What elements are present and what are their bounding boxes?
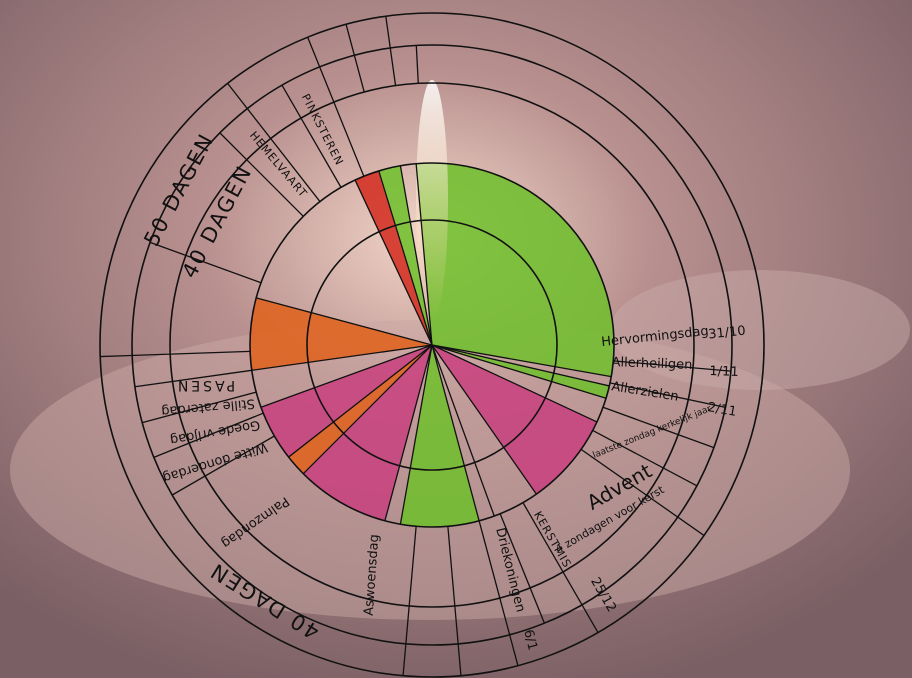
spoke xyxy=(415,163,433,346)
spoke xyxy=(399,165,433,346)
spoke xyxy=(399,344,433,525)
spoke xyxy=(431,344,612,378)
spoke xyxy=(251,344,433,371)
spoke xyxy=(384,344,433,521)
spoke xyxy=(431,344,537,495)
candle-back xyxy=(610,270,910,390)
label: Aswoensdag xyxy=(362,534,383,617)
divider xyxy=(153,412,264,458)
divider xyxy=(478,520,519,666)
sector xyxy=(260,345,432,458)
spoke xyxy=(378,170,433,346)
ring xyxy=(169,82,695,608)
divider xyxy=(613,360,731,372)
sector xyxy=(432,345,597,495)
divider xyxy=(100,350,251,358)
divider xyxy=(142,391,257,424)
divider xyxy=(134,369,252,388)
divider xyxy=(447,526,462,676)
spoke xyxy=(431,344,480,521)
divider xyxy=(171,435,275,496)
sector xyxy=(400,345,480,528)
divider xyxy=(281,84,342,188)
divider xyxy=(307,36,365,177)
label: Allerheiligen xyxy=(611,355,692,373)
divider xyxy=(522,502,599,633)
wheel-lines xyxy=(99,12,765,678)
sector xyxy=(355,170,432,345)
divider xyxy=(219,132,304,217)
label: 2/11 xyxy=(706,400,737,420)
sector xyxy=(416,163,614,377)
label: PASEN xyxy=(175,377,235,393)
spoke xyxy=(256,297,433,346)
spoke xyxy=(260,344,433,408)
divider xyxy=(415,45,419,84)
sector xyxy=(250,297,432,371)
label: 6/1 xyxy=(520,628,540,652)
divider xyxy=(592,429,698,487)
spoke xyxy=(431,344,607,399)
label: 31/10 xyxy=(708,324,747,343)
divider xyxy=(609,382,726,409)
divider xyxy=(580,448,705,536)
spoke xyxy=(431,344,610,387)
ring xyxy=(99,12,765,678)
spoke xyxy=(288,344,433,458)
spoke xyxy=(354,179,433,346)
ring xyxy=(306,219,558,471)
divider xyxy=(402,526,417,676)
spoke xyxy=(431,344,598,423)
divider xyxy=(499,513,545,624)
label: 1/11 xyxy=(709,364,739,380)
divider xyxy=(385,16,397,86)
sector xyxy=(303,345,432,521)
ring xyxy=(249,162,615,528)
divider xyxy=(345,24,365,93)
sector xyxy=(288,345,432,474)
divider xyxy=(149,241,262,284)
divider xyxy=(602,406,715,449)
spoke xyxy=(302,344,433,475)
ring xyxy=(131,44,733,646)
divider xyxy=(227,82,321,202)
spoke xyxy=(431,344,495,517)
